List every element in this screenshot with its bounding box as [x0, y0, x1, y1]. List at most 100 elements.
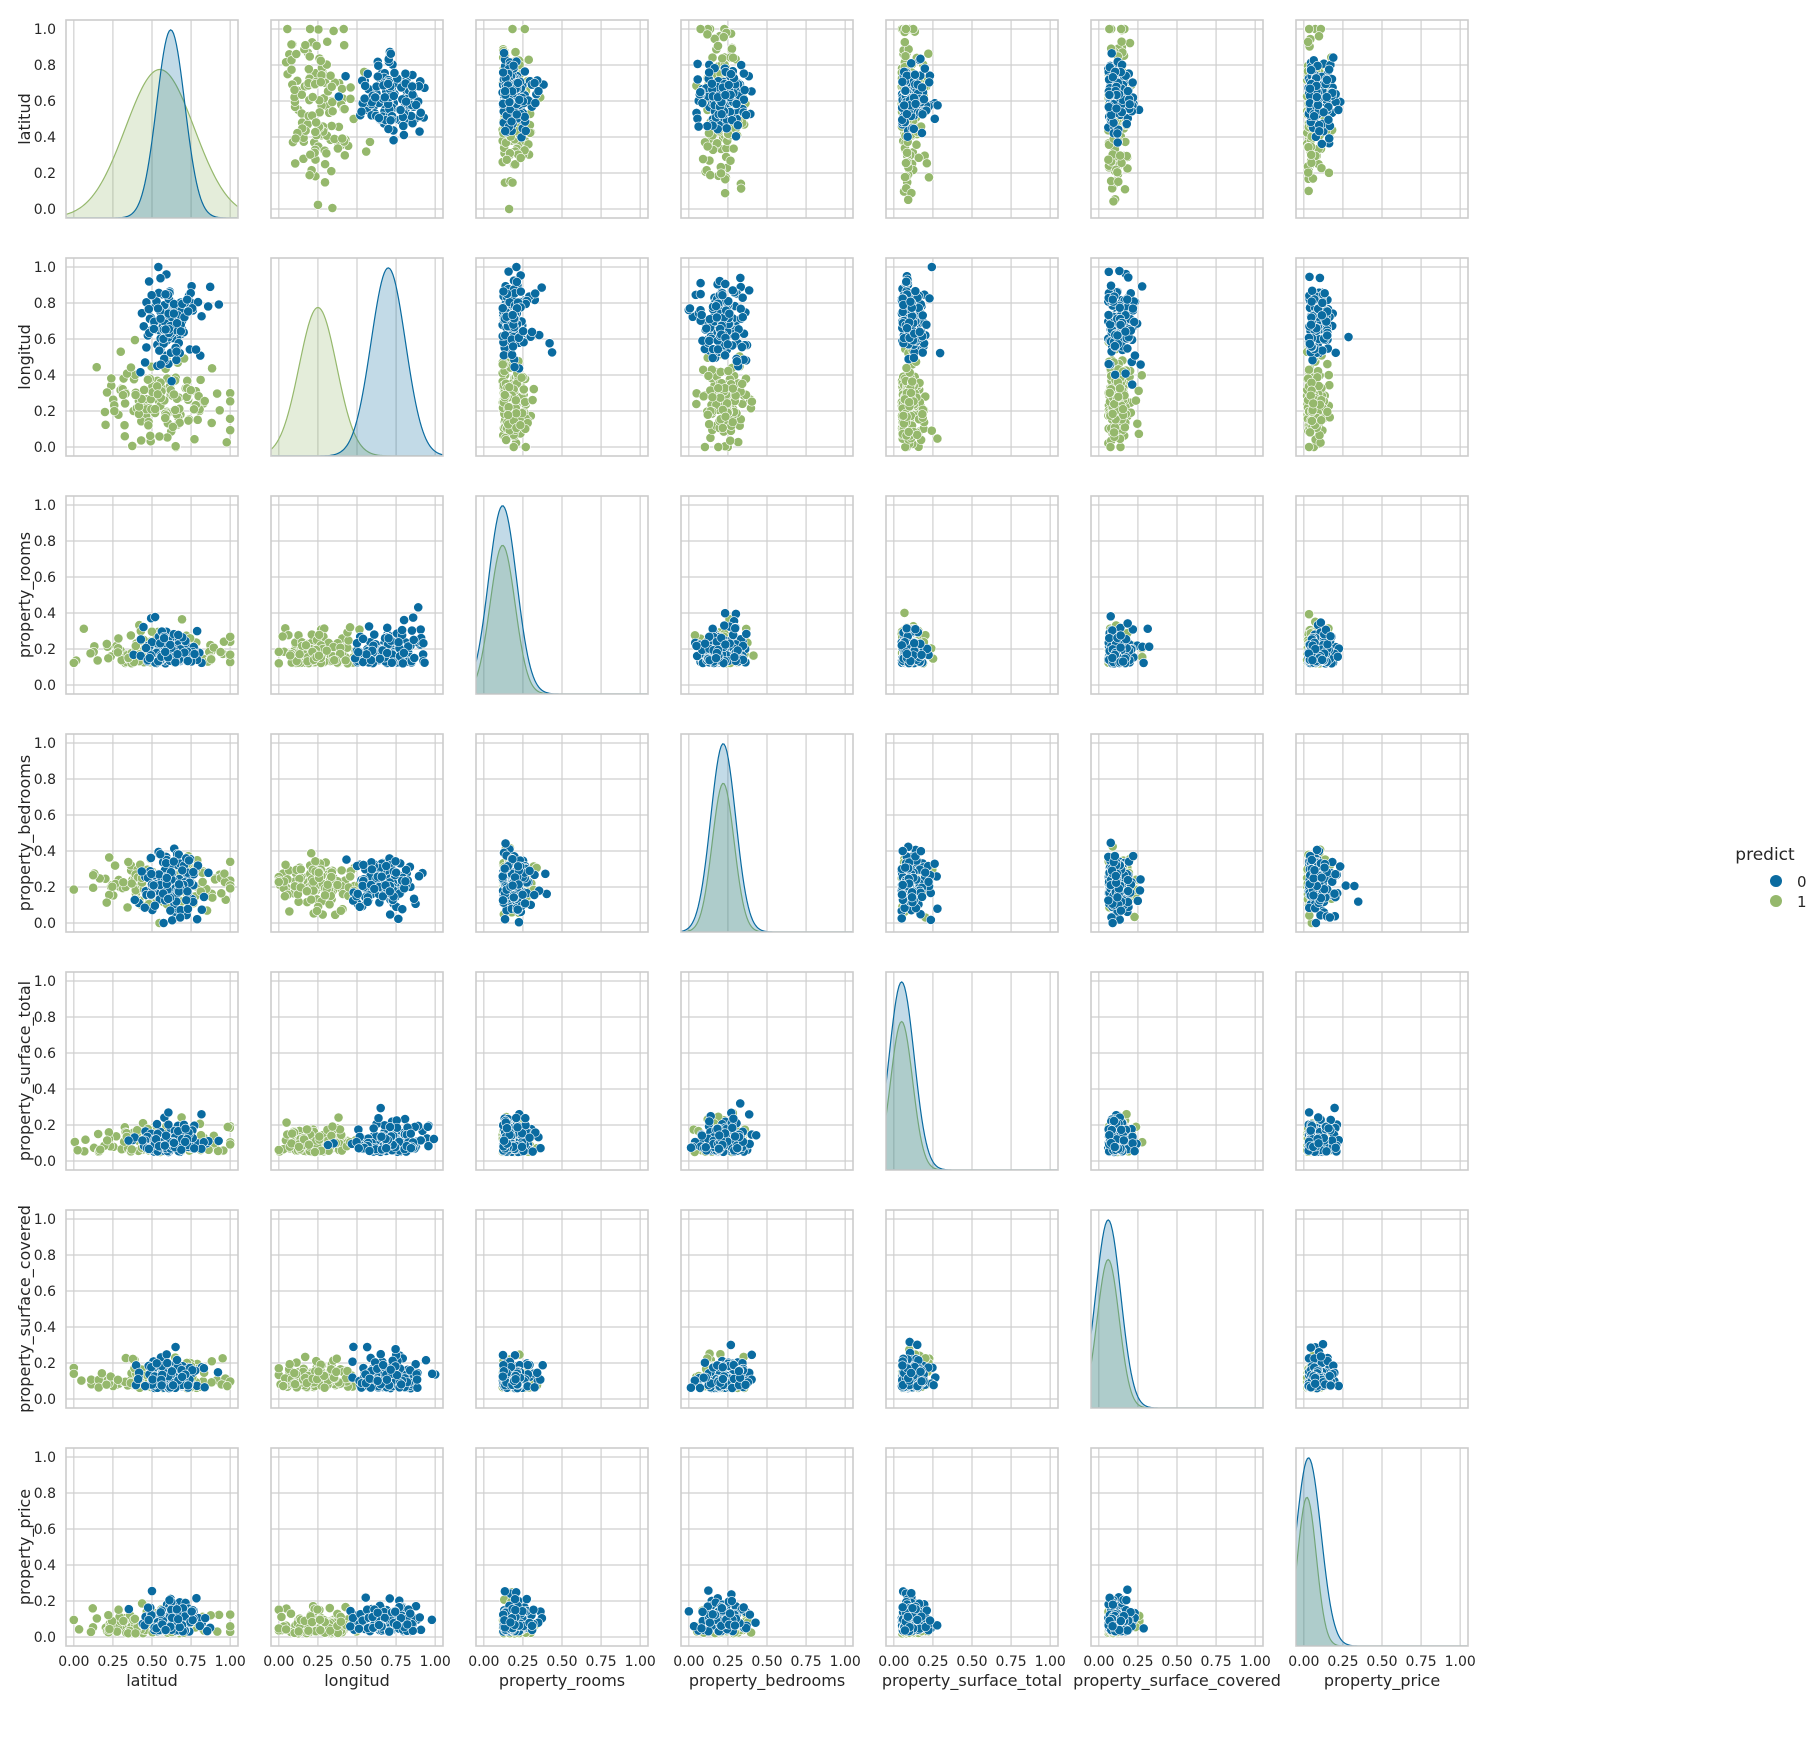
scatter-point-1 — [1322, 406, 1333, 417]
scatter-point-0 — [1307, 285, 1318, 296]
scatter-point-1 — [516, 372, 527, 383]
scatter-point-0 — [1343, 332, 1354, 342]
y-tick-label: 1.0 — [34, 22, 56, 38]
scatter-point-0 — [140, 357, 150, 368]
scatter-point-0 — [900, 85, 911, 96]
panel-longitud-vs-latitud: 0.00.20.40.60.81.0 — [34, 257, 239, 457]
panel-frame — [680, 495, 854, 695]
scatter-point-0 — [935, 348, 946, 358]
scatter-point-0 — [160, 324, 171, 335]
scatter-point-1 — [112, 647, 123, 658]
scatter-point-0 — [1144, 641, 1155, 652]
scatter-point-0 — [910, 286, 921, 297]
scatter-point-0 — [738, 68, 749, 79]
scatter-point-0 — [1315, 273, 1325, 283]
scatter-point-1 — [1109, 427, 1119, 438]
scatter-point-1 — [147, 626, 157, 637]
scatter-point-0 — [731, 99, 742, 109]
scatter-point-1 — [313, 24, 324, 35]
scatter-point-1 — [170, 441, 181, 452]
scatter-point-1 — [225, 631, 236, 642]
scatter-point-0 — [364, 621, 374, 632]
scatter-point-1 — [321, 645, 332, 656]
panel-marks — [1103, 611, 1155, 669]
scatter-point-1 — [911, 139, 922, 150]
scatter-point-1 — [716, 168, 726, 179]
scatter-point-1 — [130, 390, 141, 400]
scatter-point-0 — [393, 637, 404, 648]
scatter-point-0 — [908, 123, 919, 134]
panel-frame — [270, 495, 444, 695]
scatter-point-1 — [901, 158, 911, 168]
scatter-point-0 — [731, 356, 742, 367]
scatter-point-0 — [1311, 92, 1322, 102]
scatter-point-0 — [722, 339, 733, 350]
scatter-point-0 — [138, 622, 149, 632]
panel-marks — [497, 24, 549, 214]
panel-frame — [680, 257, 854, 457]
scatter-point-0 — [415, 107, 426, 118]
scatter-point-0 — [695, 87, 706, 98]
scatter-point-0 — [395, 105, 406, 115]
scatter-point-0 — [512, 303, 522, 314]
pairplot-grid: 0.00.20.40.60.81.00.00.20.40.60.81.00.00… — [34, 19, 1476, 1670]
scatter-point-1 — [519, 24, 530, 34]
scatter-point-0 — [160, 646, 171, 657]
panel-property_rooms-vs-latitud: 0.00.20.40.60.81.0 — [34, 495, 239, 695]
scatter-point-0 — [400, 68, 411, 79]
scatter-point-0 — [150, 612, 161, 622]
scatter-point-0 — [1313, 100, 1323, 110]
scatter-point-0 — [547, 347, 557, 358]
y-tick-label: 0.4 — [34, 606, 56, 622]
scatter-point-0 — [739, 94, 749, 105]
scatter-point-1 — [185, 385, 196, 396]
scatter-point-1 — [508, 442, 519, 452]
scatter-point-0 — [544, 338, 555, 349]
scatter-point-1 — [277, 631, 288, 642]
scatter-point-0 — [704, 335, 715, 346]
scatter-point-0 — [389, 68, 400, 78]
scatter-point-1 — [214, 405, 225, 416]
scatter-point-1 — [206, 418, 217, 428]
scatter-point-0 — [533, 86, 544, 97]
y-tick-label: 1.0 — [34, 260, 56, 276]
scatter-point-1 — [1324, 167, 1334, 178]
scatter-point-0 — [527, 327, 537, 337]
scatter-point-0 — [213, 299, 224, 310]
scatter-point-1 — [125, 630, 136, 641]
scatter-point-0 — [717, 290, 728, 301]
scatter-point-0 — [159, 633, 170, 644]
scatter-point-0 — [1304, 271, 1315, 282]
scatter-point-0 — [696, 310, 707, 320]
scatter-point-0 — [498, 67, 509, 78]
scatter-point-1 — [748, 650, 759, 661]
scatter-point-0 — [141, 643, 151, 653]
y-tick-label: 0.2 — [34, 166, 56, 182]
scatter-point-1 — [1122, 163, 1133, 174]
scatter-point-0 — [720, 639, 731, 650]
scatter-point-0 — [141, 342, 152, 353]
scatter-point-1 — [1308, 398, 1319, 409]
scatter-point-0 — [1321, 92, 1332, 102]
scatter-point-1 — [296, 89, 307, 100]
scatter-point-1 — [101, 639, 112, 649]
scatter-point-0 — [896, 640, 907, 651]
panel-marks — [273, 602, 430, 669]
scatter-point-1 — [1115, 442, 1126, 452]
scatter-point-0 — [1137, 281, 1148, 292]
scatter-point-0 — [182, 294, 193, 305]
scatter-point-0 — [716, 109, 727, 120]
scatter-point-0 — [924, 77, 935, 88]
scatter-point-0 — [1115, 319, 1126, 330]
scatter-point-1 — [728, 143, 739, 154]
panel-frame — [475, 495, 649, 695]
panel-marks — [281, 24, 430, 213]
scatter-point-0 — [1111, 103, 1122, 114]
scatter-point-0 — [497, 303, 508, 314]
scatter-point-0 — [382, 622, 393, 633]
scatter-point-0 — [374, 113, 384, 123]
scatter-point-0 — [724, 308, 735, 319]
panel-marks — [497, 262, 557, 452]
scatter-point-1 — [899, 607, 910, 618]
